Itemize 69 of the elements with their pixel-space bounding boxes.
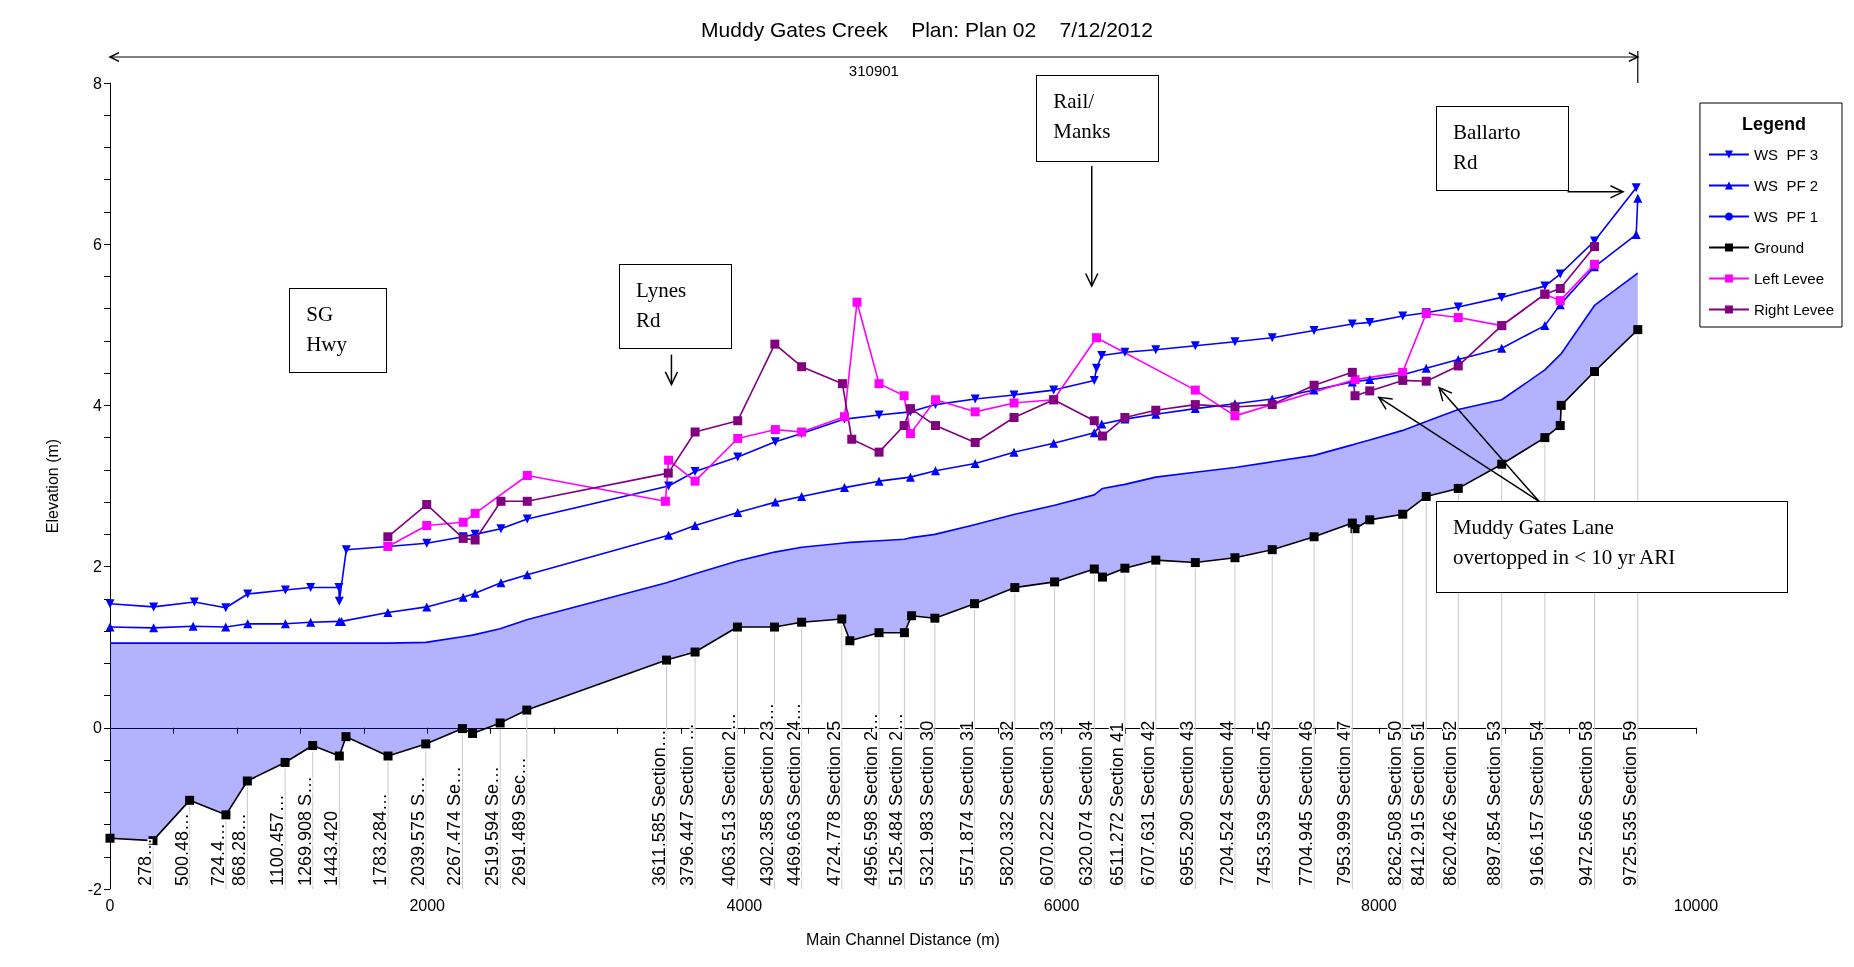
text-box: Rail/ Manks bbox=[1036, 74, 1160, 162]
legend-label: Left Levee bbox=[1753, 270, 1825, 287]
annotation: 3611.585 Section… bbox=[648, 729, 669, 886]
annotation: 6955.290 Section 43 bbox=[1177, 720, 1198, 886]
y-tick-label: 2 bbox=[93, 558, 103, 576]
x-tick-label: 6000 bbox=[1043, 896, 1080, 914]
annotation: 5321.983 Section 30 bbox=[916, 720, 937, 886]
annotation: 724.4… bbox=[207, 822, 228, 886]
annotation: 8620.426 Section 52 bbox=[1440, 720, 1461, 886]
annotation: 9725.535 Section 59 bbox=[1619, 720, 1640, 886]
x-tick-label: 0 bbox=[105, 896, 115, 914]
y-tick-label: 6 bbox=[93, 235, 103, 253]
annotation: 1269.908 S… bbox=[294, 775, 315, 886]
annotation: 7953.999 Section 47 bbox=[1334, 720, 1355, 886]
legend-label: WS PF 1 bbox=[1753, 208, 1819, 225]
text-box: SG Hwy bbox=[289, 287, 388, 373]
annotation: 2691.489 Sec… bbox=[508, 756, 529, 886]
legend-label: Ground bbox=[1753, 239, 1804, 256]
annotation: 278… bbox=[134, 837, 155, 886]
text-box: Muddy Gates Lane overtopped in < 10 yr ARI bbox=[1435, 501, 1788, 594]
text-box: Ballarto Rd bbox=[1435, 106, 1569, 192]
y-tick-label: 8 bbox=[93, 74, 103, 92]
legend-label: Right Levee bbox=[1753, 301, 1835, 318]
x-tick-label: 4000 bbox=[726, 896, 763, 914]
legend-label: WS PF 2 bbox=[1753, 177, 1819, 194]
annotation: 5125.484 Section 2… bbox=[886, 712, 907, 886]
y-axis-title: Elevation (m) bbox=[43, 438, 61, 534]
annotation: 4956.598 Section 2… bbox=[861, 712, 882, 886]
annotation: 9166.157 Section 54 bbox=[1526, 720, 1547, 886]
annotation: 5571.874 Section 31 bbox=[956, 720, 977, 886]
annotation: 8262.508 Section 50 bbox=[1384, 720, 1405, 886]
x-tick-label: 2000 bbox=[409, 896, 446, 914]
text-box: Lynes Rd bbox=[619, 263, 733, 349]
legend-title: Legend bbox=[1742, 114, 1807, 134]
annotation: 6511.272 Section 41 bbox=[1106, 722, 1127, 886]
annotation: Rail/ Manks bbox=[1053, 87, 1112, 145]
annotation: Lynes Rd bbox=[636, 276, 688, 334]
annotation: 6707.631 Section 42 bbox=[1137, 720, 1158, 886]
annotation: 8412.915 Section 51 bbox=[1408, 720, 1429, 886]
annotation: 8897.854 Section 53 bbox=[1483, 720, 1504, 886]
legend-label: WS PF 3 bbox=[1753, 146, 1819, 163]
y-tick-label: -2 bbox=[87, 880, 103, 898]
annotation: 2519.594 Se… bbox=[482, 765, 503, 886]
annotation: 500.48… bbox=[171, 812, 192, 886]
annotation: Ballarto Rd bbox=[1452, 119, 1522, 177]
annotation: 1443.420 bbox=[321, 810, 342, 886]
annotation: 6320.074 Section 34 bbox=[1076, 720, 1097, 886]
x-tick-label: 10000 bbox=[1673, 896, 1719, 914]
annotation: 6070.222 Section 33 bbox=[1036, 720, 1057, 886]
annotation: 1783.284… bbox=[370, 792, 391, 886]
annotation: 9472.566 Section 58 bbox=[1576, 720, 1597, 886]
annotation: 3796.447 Section … bbox=[677, 722, 698, 886]
annotation: 2267.474 Se… bbox=[444, 765, 465, 886]
y-tick-label: 0 bbox=[93, 719, 103, 737]
annotation: 4469.663 Section 24… bbox=[783, 702, 804, 886]
annotation: 2039.575 S… bbox=[407, 775, 428, 886]
text: 310901 bbox=[845, 62, 902, 79]
annotation: SG Hwy bbox=[306, 300, 349, 358]
y-tick-label: 4 bbox=[93, 396, 103, 414]
annotation: 868.28… bbox=[229, 812, 250, 886]
annotation: 4063.513 Section 2… bbox=[719, 712, 740, 886]
chart-title: Muddy Gates Creek Plan: Plan 02 7/12/2012 bbox=[701, 18, 1153, 41]
annotation: 4302.358 Section 23… bbox=[756, 702, 777, 886]
annotation: 5820.332 Section 32 bbox=[996, 720, 1017, 886]
annotation: Muddy Gates Lane overtopped in < 10 yr ARI bbox=[1452, 514, 1677, 572]
annotation: 1100.457… bbox=[267, 794, 288, 886]
x-axis-title: Main Channel Distance (m) bbox=[806, 930, 1000, 948]
annotation: 7204.524 Section 44 bbox=[1216, 720, 1237, 886]
x-tick-label: 8000 bbox=[1361, 896, 1397, 914]
